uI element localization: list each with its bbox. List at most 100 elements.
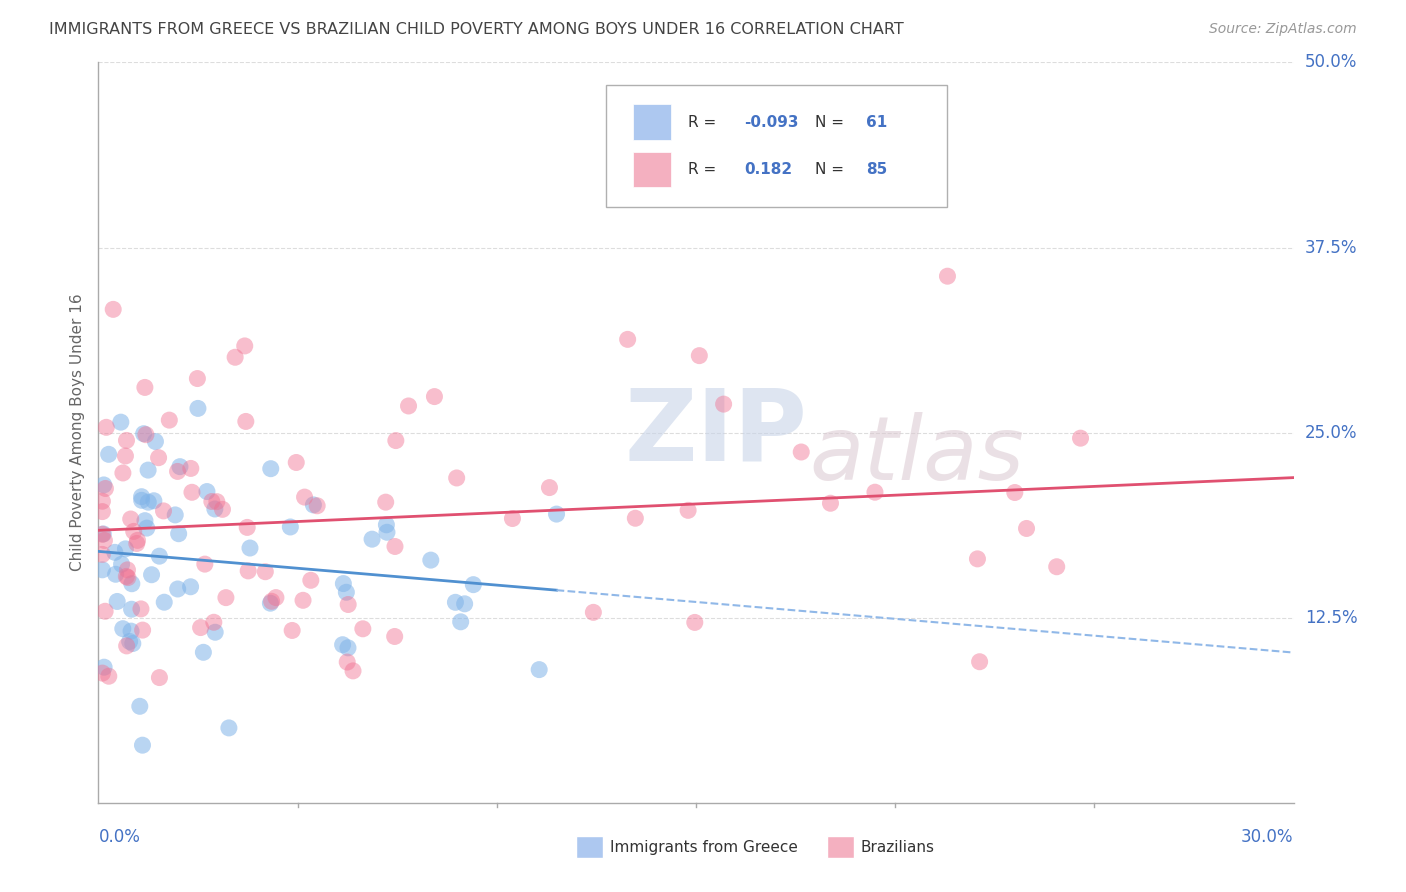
Point [167,526,190,541]
Point [205,494,228,508]
Bar [633,104,671,140]
Point [118,634,141,648]
Point [114,449,136,463]
Point [91,494,114,508]
Point [546,507,568,521]
Point [120,624,142,639]
Point [134,380,156,394]
Point [299,574,322,588]
Point [104,545,127,559]
Point [111,466,134,480]
Point [94,482,117,496]
Point [141,567,163,582]
Point [190,621,212,635]
Bar [576,836,603,858]
Point [292,593,315,607]
Text: Immigrants from Greece: Immigrants from Greece [610,839,797,855]
Point [114,541,136,556]
Point [820,496,842,510]
Point [127,533,149,548]
Point [131,490,153,504]
Point [165,508,187,522]
Point [1046,559,1069,574]
Point [239,541,262,555]
Point [180,461,202,475]
Point [93,533,115,548]
Y-axis label: Child Poverty Among Boys Under 16: Child Poverty Among Boys Under 16 [69,293,84,572]
Point [236,520,259,534]
Bar [633,152,671,187]
Point [444,595,467,609]
Point [117,563,139,577]
Point [374,495,396,509]
Point [936,269,959,284]
Text: N =: N = [815,161,849,177]
Point [453,597,475,611]
Point [254,565,277,579]
Point [142,493,165,508]
Point [233,339,256,353]
Point [302,498,325,512]
Point [332,576,354,591]
Point [131,493,153,508]
Point [115,434,138,448]
Point [135,427,157,442]
Point [103,302,125,317]
Point [105,594,128,608]
Point [121,636,143,650]
Point [148,549,170,564]
Point [134,514,156,528]
Point [97,669,120,683]
Point [96,420,118,434]
Point [153,595,176,609]
Point [332,638,354,652]
Point [1004,485,1026,500]
Point [97,447,120,461]
Point [446,471,468,485]
Point [384,540,406,554]
Point [186,371,208,385]
Point [676,503,699,517]
Point [683,615,706,630]
Text: Source: ZipAtlas.com: Source: ZipAtlas.com [1209,22,1357,37]
Point [616,332,638,346]
Point [91,666,114,681]
Text: 25.0%: 25.0% [1305,424,1357,442]
Point [713,397,735,411]
Text: 37.5%: 37.5% [1305,238,1357,257]
Point [94,604,117,618]
Point [307,499,329,513]
Point [129,602,152,616]
Point [1015,521,1038,535]
Point [93,660,115,674]
Point [181,485,204,500]
Point [152,504,174,518]
Point [582,605,605,619]
Point [375,525,398,540]
Point [121,576,143,591]
Point [180,580,202,594]
Point [260,594,283,608]
Point [215,591,238,605]
Point [120,512,142,526]
Point [166,465,188,479]
Point [111,622,134,636]
Point [121,602,143,616]
Point [419,553,441,567]
Point [148,671,170,685]
Point [204,625,226,640]
Point [260,461,283,475]
Point [280,520,302,534]
Text: N =: N = [815,114,849,129]
Point [136,463,159,477]
Point [91,527,114,541]
Point [110,415,132,429]
Point [115,639,138,653]
Point [128,699,150,714]
Point [352,622,374,636]
Text: 0.0%: 0.0% [98,828,141,846]
Point [235,414,257,428]
Point [336,655,359,669]
Point [688,349,710,363]
Point [93,478,115,492]
